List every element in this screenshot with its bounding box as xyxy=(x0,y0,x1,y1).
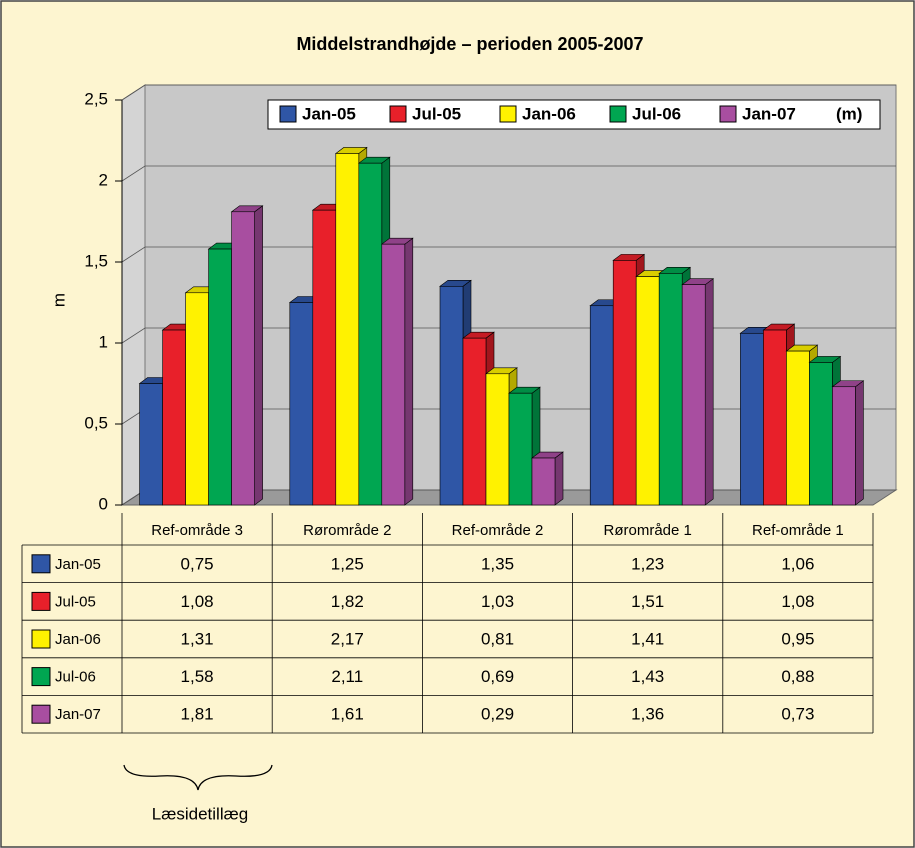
table-value: 1,25 xyxy=(331,554,364,573)
legend-label: Jul-05 xyxy=(412,104,461,123)
legend-unit: (m) xyxy=(836,104,862,123)
table-value: 1,08 xyxy=(781,592,814,611)
y-tick-label: 2 xyxy=(99,170,108,189)
table-value: 1,31 xyxy=(181,629,214,648)
legend-label: Jan-07 xyxy=(742,104,796,123)
table-value: 1,58 xyxy=(181,667,214,686)
brace xyxy=(123,764,273,791)
y-tick-label: 1 xyxy=(99,332,108,351)
y-axis-label: m xyxy=(49,293,68,307)
bar xyxy=(139,383,163,506)
category-label: Ref-område 1 xyxy=(752,522,844,539)
table-value: 1,35 xyxy=(481,554,514,573)
table-value: 1,41 xyxy=(631,629,664,648)
table-swatch xyxy=(31,704,51,724)
y-tick-label: 0,5 xyxy=(84,413,108,432)
grid-line xyxy=(121,246,896,263)
table-value: 2,11 xyxy=(331,667,363,686)
y-tick-label: 0 xyxy=(99,494,108,513)
table-value: 1,03 xyxy=(481,592,514,611)
y-tick-label: 1,5 xyxy=(84,251,108,270)
bar xyxy=(786,350,810,506)
bar xyxy=(832,386,856,506)
bar xyxy=(162,329,186,506)
legend-box xyxy=(267,99,881,130)
table-value: 1,23 xyxy=(631,554,664,573)
table-value: 1,81 xyxy=(181,705,214,724)
table-swatch xyxy=(31,554,51,574)
category-label: Ref-område 2 xyxy=(452,522,544,539)
bar xyxy=(658,273,683,506)
table-value: 2,17 xyxy=(331,629,364,648)
bar xyxy=(381,243,406,506)
category-label: Rørområde 1 xyxy=(604,522,692,539)
bar-side xyxy=(554,451,564,506)
legend-swatch xyxy=(499,105,517,123)
table-swatch xyxy=(31,667,51,687)
table-value: 1,61 xyxy=(331,705,364,724)
bar xyxy=(439,285,464,506)
legend-label: Jan-05 xyxy=(302,104,356,123)
bar xyxy=(185,292,209,506)
table-value: 0,29 xyxy=(481,705,514,724)
bar xyxy=(462,337,487,506)
bar xyxy=(531,457,556,506)
bar xyxy=(508,392,533,506)
bar-side xyxy=(254,205,263,506)
table-series-label: Jul-05 xyxy=(55,593,96,610)
bar xyxy=(635,276,660,506)
bar-side xyxy=(404,237,414,506)
table-series-label: Jan-06 xyxy=(55,631,101,648)
table-value: 0,95 xyxy=(781,629,814,648)
category-label: Ref-område 3 xyxy=(151,522,243,539)
table-series-label: Jan-05 xyxy=(55,556,101,573)
annotation: Læsidetillæg xyxy=(152,804,248,823)
bar xyxy=(335,153,360,506)
grid-line xyxy=(121,165,896,182)
legend-swatch xyxy=(719,105,737,123)
bar-side xyxy=(855,380,864,506)
table-value: 1,43 xyxy=(631,667,664,686)
bar xyxy=(231,211,255,506)
bar xyxy=(358,162,383,506)
table-value: 1,36 xyxy=(631,705,664,724)
category-label: Rørområde 2 xyxy=(303,522,391,539)
legend-swatch xyxy=(389,105,407,123)
bar xyxy=(208,248,232,506)
legend-label: Jan-06 xyxy=(522,104,576,123)
legend-label: Jul-06 xyxy=(632,104,681,123)
table-value: 1,51 xyxy=(631,592,664,611)
bar xyxy=(589,305,614,506)
bar xyxy=(763,329,787,506)
table-series-label: Jan-07 xyxy=(55,706,101,723)
bar xyxy=(612,260,637,506)
bar xyxy=(312,209,337,506)
y-tick-label: 2,5 xyxy=(84,89,108,108)
chart-title: Middelstrandhøjde – perioden 2005-2007 xyxy=(296,34,643,54)
table-value: 1,08 xyxy=(181,592,214,611)
bar-side xyxy=(704,278,714,506)
bar xyxy=(809,362,833,506)
bar xyxy=(740,332,764,506)
table-value: 0,88 xyxy=(781,667,814,686)
table-value: 0,81 xyxy=(481,629,514,648)
table-swatch xyxy=(31,591,51,611)
table-value: 1,82 xyxy=(331,592,364,611)
legend-swatch xyxy=(609,105,627,123)
bar xyxy=(681,284,706,506)
table-value: 1,06 xyxy=(781,554,814,573)
legend-swatch xyxy=(279,105,297,123)
bar xyxy=(289,302,314,506)
table-swatch xyxy=(31,629,51,649)
table-value: 0,75 xyxy=(181,554,214,573)
table-series-label: Jul-06 xyxy=(55,669,96,686)
bar xyxy=(485,373,510,506)
table-value: 0,69 xyxy=(481,667,514,686)
grid-line xyxy=(121,84,896,101)
table-value: 0,73 xyxy=(781,705,814,724)
